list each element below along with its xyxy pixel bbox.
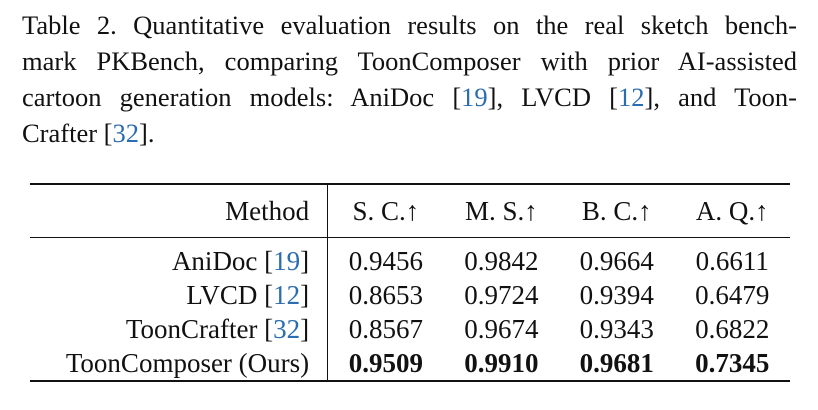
method-bracket: ] — [300, 246, 310, 276]
header-method: Method — [30, 184, 329, 238]
citation-link-lvcd[interactable]: 12 — [618, 82, 645, 112]
method-cell: ToonCrafter [32] — [30, 312, 329, 346]
value-cell: 0.9842 — [464, 246, 539, 276]
caption-text: Crafter [ — [22, 118, 113, 148]
citation-link-anidoc[interactable]: 19 — [461, 82, 488, 112]
method-name: AniDoc [ — [171, 246, 274, 276]
value-cell: 0.6822 — [695, 314, 770, 344]
value-cell: 0.9343 — [579, 314, 654, 344]
citation-link[interactable]: 19 — [273, 246, 301, 276]
results-table: Method S. C.↑ M. S.↑ B. C.↑ A. Q.↑ AniDo… — [30, 183, 790, 382]
table-header-row: Method S. C.↑ M. S.↑ B. C.↑ A. Q.↑ — [30, 184, 790, 238]
value-cell: 0.6611 — [695, 246, 769, 276]
table-row-tooncrafter: ToonCrafter [32] 0.8567 0.9674 0.9343 0.… — [30, 312, 790, 346]
citation-link-tooncrafter[interactable]: 32 — [112, 118, 140, 148]
value-cell: 0.8653 — [348, 280, 424, 310]
method-cell: ToonComposer (Ours) — [30, 346, 329, 381]
caption-line-2: mark PKBench, comparing ToonComposer wit… — [22, 46, 797, 76]
value-cell: 0.8567 — [348, 314, 424, 344]
value-cell: 0.6479 — [695, 280, 770, 310]
caption-line-1: Table 2. Quantitative evaluation results… — [22, 10, 797, 40]
header-aq: A. Q.↑ — [695, 196, 769, 226]
caption-text: ]. — [139, 118, 155, 148]
citation-link[interactable]: 32 — [273, 314, 301, 344]
caption-line-3: cartoon generation models: AniDoc [19], … — [22, 79, 797, 115]
citation-link[interactable]: 12 — [273, 280, 301, 310]
method-bracket: ] — [300, 314, 310, 344]
caption-line-4: Crafter [32]. — [22, 115, 797, 151]
value-cell-best: 0.9681 — [579, 348, 654, 378]
method-name: ToonComposer (Ours) — [65, 348, 310, 378]
caption-text: ], LVCD [ — [487, 82, 618, 112]
value-cell-best: 0.7345 — [695, 348, 770, 378]
value-cell: 0.9724 — [464, 280, 539, 310]
header-bc: B. C.↑ — [581, 196, 652, 226]
header-ms: M. S.↑ — [464, 196, 538, 226]
table-caption: Table 2. Quantitative evaluation results… — [22, 7, 797, 151]
table-row-lvcd: LVCD [12] 0.8653 0.9724 0.9394 0.6479 — [30, 278, 790, 312]
caption-text: cartoon generation models: AniDoc [ — [22, 82, 462, 112]
method-bracket: ] — [300, 280, 310, 310]
value-cell: 0.9674 — [464, 314, 539, 344]
table-row-tooncomposer: ToonComposer (Ours) 0.9509 0.9910 0.9681… — [30, 346, 790, 381]
value-cell-best: 0.9509 — [348, 348, 424, 378]
value-cell-best: 0.9910 — [464, 348, 539, 378]
value-cell: 0.9394 — [579, 280, 654, 310]
caption-text: ], and Toon- — [644, 82, 798, 112]
value-cell: 0.9456 — [348, 246, 424, 276]
method-cell: AniDoc [19] — [30, 237, 329, 278]
value-cell: 0.9664 — [579, 246, 654, 276]
method-name: ToonCrafter [ — [125, 314, 274, 344]
method-cell: LVCD [12] — [30, 278, 329, 312]
header-sc: S. C.↑ — [352, 196, 420, 226]
table-row-anidoc: AniDoc [19] 0.9456 0.9842 0.9664 0.6611 — [30, 237, 790, 278]
method-name: LVCD [ — [186, 280, 274, 310]
